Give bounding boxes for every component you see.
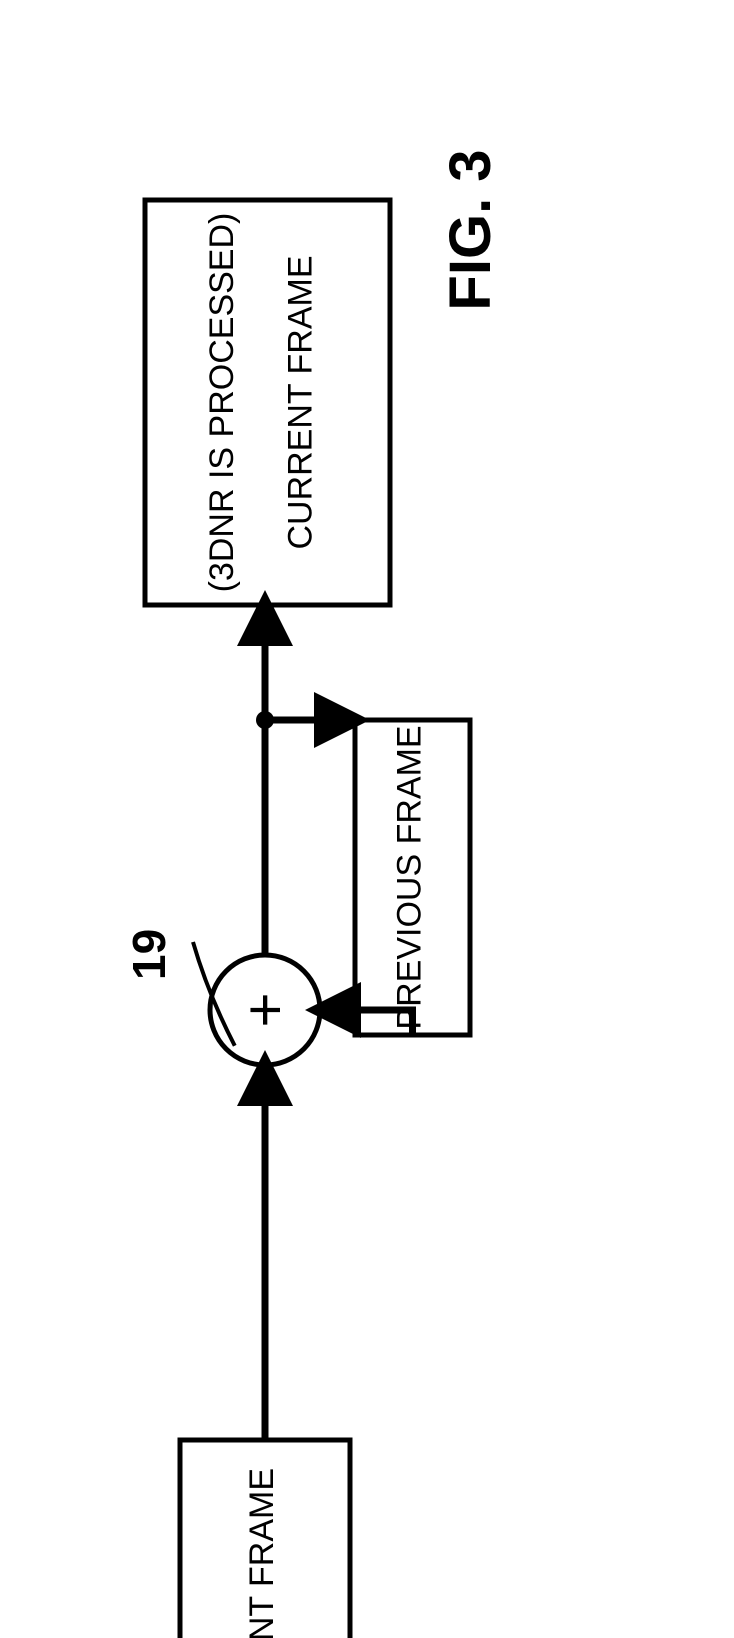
- output-block: CURRENT FRAME (3DNR IS PROCESSED): [145, 200, 390, 605]
- output-label-2: (3DNR IS PROCESSED): [203, 213, 241, 593]
- input-label: CURRENT FRAME: [243, 1468, 281, 1638]
- input-block: CURRENT FRAME: [180, 1440, 350, 1638]
- branch-junction: [256, 711, 274, 729]
- ref-label: 19: [123, 929, 175, 980]
- feedback-label: PREVIOUS FRAME: [391, 725, 429, 1029]
- output-label-1: CURRENT FRAME: [282, 255, 320, 549]
- diagram-canvas: FIG. 3 CURRENT FRAME PREVIOUS FRAME CURR…: [0, 0, 734, 1638]
- feedback-block: PREVIOUS FRAME: [355, 720, 470, 1035]
- figure-title: FIG. 3: [438, 149, 503, 310]
- summing-junction: +: [210, 955, 320, 1065]
- plus-icon: +: [232, 992, 299, 1027]
